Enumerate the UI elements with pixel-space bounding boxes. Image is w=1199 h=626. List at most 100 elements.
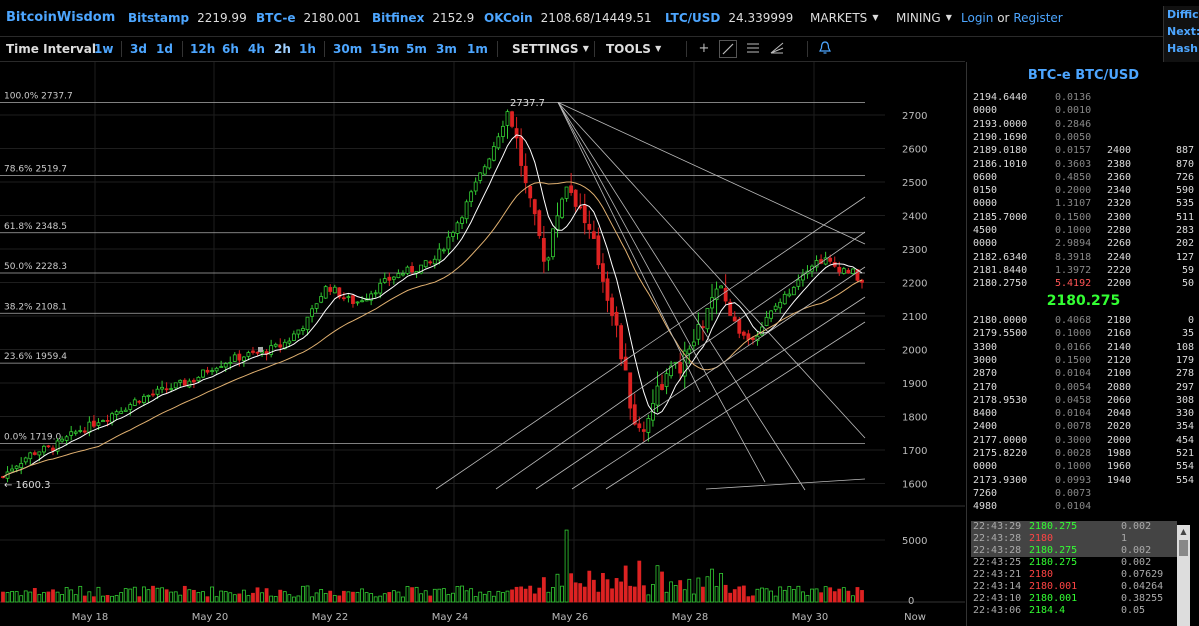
ask-row[interactable]: 2180.2750 5.4192 2200 50 — [967, 277, 1199, 290]
ask-row[interactable]: 4500 0.1000 2280 283 — [967, 224, 1199, 237]
alert-bell-icon[interactable] — [816, 40, 834, 58]
order-amount: 0.0104 — [1055, 408, 1092, 420]
volume-bar — [291, 596, 296, 603]
ask-row[interactable]: 2182.6340 8.3918 2240 127 — [967, 251, 1199, 264]
candle-body — [741, 331, 746, 336]
candle-body — [437, 248, 442, 261]
interval-1w[interactable]: 1w — [94, 42, 114, 56]
bid-row[interactable]: 2175.8220 0.0028 1980 521 — [967, 447, 1199, 460]
mining-menu[interactable]: MINING ▼ — [896, 11, 952, 25]
candle-body — [851, 268, 855, 274]
market-ticker[interactable]: OKCoin 2108.68/14449.51 — [484, 11, 652, 25]
trade-amount: 0.002 — [1121, 521, 1152, 532]
candle-body — [551, 228, 555, 258]
candle-body — [360, 300, 364, 303]
market-ticker[interactable]: Bitstamp 2219.99 — [128, 11, 247, 25]
interval-2h[interactable]: 2h — [274, 42, 291, 56]
bid-row[interactable]: 4980 0.0104 — [967, 500, 1199, 513]
trades-scrollbar[interactable]: ▲ — [1177, 525, 1190, 626]
candle-body — [660, 384, 664, 390]
interval-3m[interactable]: 3m — [436, 42, 457, 56]
interval-30m[interactable]: 30m — [333, 42, 363, 56]
volume-bar — [778, 586, 783, 603]
bid-row[interactable]: 2870 0.0104 2100 278 — [967, 367, 1199, 380]
candle-body — [605, 278, 610, 301]
interval-3d[interactable]: 3d — [130, 42, 147, 56]
trades-list[interactable]: 22:43:29 2180.275 0.002 22:43:28 2180 1 22:43:… — [971, 521, 1177, 617]
bid-row[interactable]: 3300 0.0166 2140 108 — [967, 341, 1199, 354]
ask-row[interactable]: 0150 0.2000 2340 590 — [967, 184, 1199, 197]
bid-row[interactable]: 2178.9530 0.0458 2060 308 — [967, 394, 1199, 407]
bid-row[interactable]: 8400 0.0104 2040 330 — [967, 407, 1199, 420]
ask-row[interactable]: 0600 0.4850 2360 726 — [967, 171, 1199, 184]
interval-6h[interactable]: 6h — [222, 42, 239, 56]
scroll-thumb[interactable] — [1179, 540, 1188, 556]
crosshair-icon[interactable]: + — [698, 41, 710, 56]
bid-row[interactable]: 2170 0.0054 2080 297 — [967, 381, 1199, 394]
volume-bar — [87, 591, 92, 603]
toolbar-separator — [686, 41, 687, 57]
order-price: 2178.9530 — [973, 394, 1028, 406]
ask-row[interactable]: 0000 0.0010 — [967, 104, 1199, 117]
candle-body — [269, 345, 274, 355]
bid-row[interactable]: 7260 0.0073 — [967, 487, 1199, 500]
bid-row[interactable]: 3000 0.1500 2120 179 — [967, 354, 1199, 367]
candle-body — [55, 440, 60, 452]
bid-row[interactable]: 2173.9300 0.0993 1940 554 — [967, 474, 1199, 487]
candle-body — [769, 310, 774, 319]
brand-logo[interactable]: BitcoinWisdom — [6, 10, 116, 25]
bid-row[interactable]: 2177.0000 0.3000 2000 454 — [967, 434, 1199, 447]
fib-level-label: 0.0% 1719.0 — [4, 433, 61, 443]
interval-15m[interactable]: 15m — [370, 42, 400, 56]
ask-row[interactable]: 2185.7000 0.1500 2300 511 — [967, 211, 1199, 224]
market-ticker[interactable]: BTC-e 2180.001 — [256, 11, 361, 25]
volume-bar — [605, 579, 610, 603]
ask-row[interactable]: 0000 1.3107 2320 535 — [967, 197, 1199, 210]
interval-1h[interactable]: 1h — [299, 42, 316, 56]
interval-12h[interactable]: 12h — [190, 42, 216, 56]
markets-menu[interactable]: MARKETS ▼ — [810, 11, 879, 25]
scroll-up-icon[interactable]: ▲ — [1180, 527, 1187, 536]
candle-body — [846, 269, 851, 274]
interval-5m[interactable]: 5m — [406, 42, 427, 56]
volume-bar — [178, 594, 183, 603]
interval-1m[interactable]: 1m — [467, 42, 488, 56]
bid-row[interactable]: 2180.0000 0.4068 2180 0 — [967, 314, 1199, 327]
volume-bar — [396, 591, 401, 603]
volume-bar — [614, 578, 619, 603]
ask-row[interactable]: 2181.8440 1.3972 2220 59 — [967, 264, 1199, 277]
interval-4h[interactable]: 4h — [248, 42, 265, 56]
chart-canvas[interactable]: 100.0% 2737.7 78.6% 2519.7 61.8% 2348.5 50.… — [0, 62, 965, 626]
ask-row[interactable]: 0000 2.9894 2260 202 — [967, 237, 1199, 250]
bid-row[interactable]: 2400 0.0078 2020 354 — [967, 420, 1199, 433]
market-ticker[interactable]: LTC/USD 24.339999 — [665, 11, 793, 25]
volume-bar — [191, 589, 196, 603]
price-chart[interactable]: 100.0% 2737.7 78.6% 2519.7 61.8% 2348.5 50.… — [0, 62, 965, 626]
candle-body — [705, 308, 710, 330]
ask-row[interactable]: 2193.0000 0.2846 — [967, 118, 1199, 131]
order-amount: 0.0104 — [1055, 501, 1092, 513]
volume-bar — [741, 585, 746, 603]
register-link[interactable]: Register — [1013, 11, 1063, 25]
volume-bar — [841, 587, 846, 603]
ask-row[interactable]: 2186.1010 0.3603 2380 870 — [967, 158, 1199, 171]
marker-point — [258, 347, 263, 352]
ask-row[interactable]: 2189.0180 0.0157 2400 887 — [967, 144, 1199, 157]
line-tool-icon[interactable] — [719, 40, 737, 58]
ask-row[interactable]: 2194.6440 0.0136 — [967, 91, 1199, 104]
ask-row[interactable]: 2190.1690 0.0050 — [967, 131, 1199, 144]
bid-row[interactable]: 2179.5500 0.1000 2160 35 — [967, 327, 1199, 340]
order-amount: 0.0073 — [1055, 487, 1092, 499]
tools-dropdown[interactable]: TOOLS ▼ — [606, 42, 662, 56]
volume-bar — [846, 590, 851, 603]
bid-row[interactable]: 0000 0.1000 1960 554 — [967, 460, 1199, 473]
horizontal-lines-icon[interactable] — [744, 40, 762, 58]
candle-body — [87, 421, 92, 433]
fan-tool-icon[interactable] — [768, 40, 786, 58]
login-link[interactable]: Login — [961, 11, 994, 25]
interval-1d[interactable]: 1d — [156, 42, 173, 56]
depth-price: 2260 — [1107, 238, 1132, 250]
market-ticker[interactable]: Bitfinex 2152.9 — [372, 11, 474, 25]
settings-dropdown[interactable]: SETTINGS ▼ — [512, 42, 589, 56]
volume-bar — [719, 573, 724, 603]
